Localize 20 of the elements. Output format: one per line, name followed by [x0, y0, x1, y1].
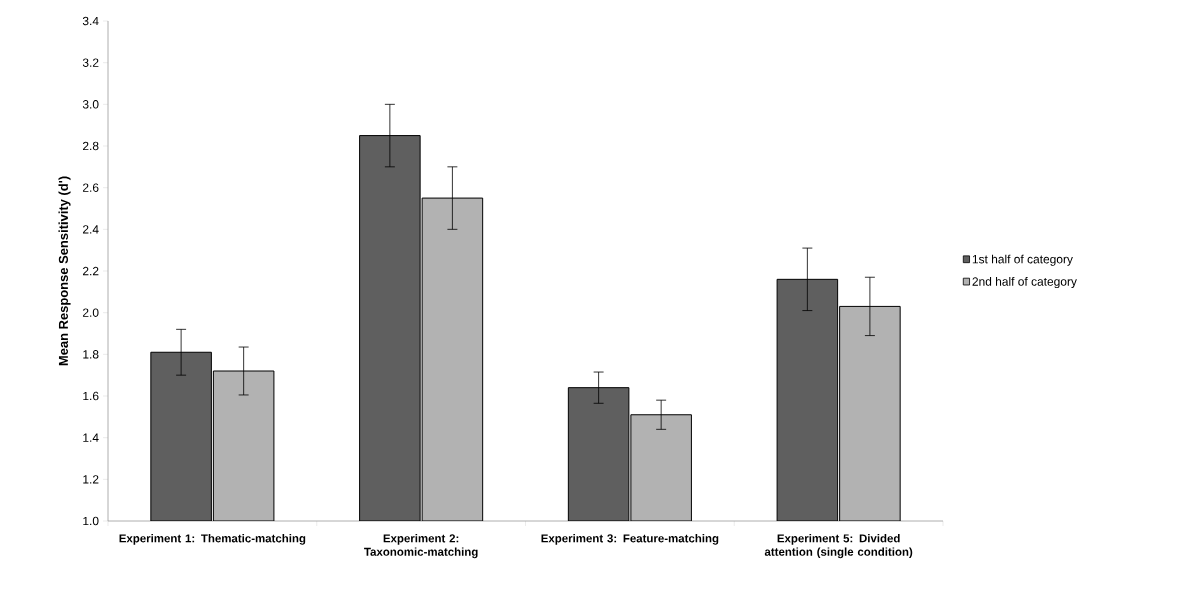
y-tick-label: 1.0	[83, 516, 99, 526]
y-axis-title: Mean Response Sensitivity (d')	[58, 176, 71, 366]
x-tick-label: Experiment 3: Feature-matching	[541, 533, 719, 545]
x-tick-label: Experiment 2: Taxonomic-matching	[364, 533, 478, 559]
y-tick-label: 1.8	[83, 350, 99, 359]
x-tick-label: Experiment 1: Thematic-matching	[119, 533, 306, 545]
y-tick-label: 1.6	[83, 391, 99, 401]
y-tick-label: 3.2	[82, 58, 99, 67]
legend-label: 1st half of category	[972, 254, 1073, 266]
y-tick-label: 3.4	[82, 16, 99, 26]
y-tick-label: 1.4	[83, 433, 99, 442]
y-tick-label: 2.8	[82, 141, 99, 151]
y-tick-label: 2.6	[82, 183, 99, 192]
x-tick-label: Experiment 5: Divided attention (single condition)	[764, 533, 913, 559]
y-tick-label: 2.2	[82, 266, 99, 276]
y-tick-label: 3.0	[82, 100, 99, 109]
y-tick-label: 1.2	[83, 475, 99, 484]
y-tick-label: 2.0	[82, 308, 99, 317]
legend-label: 2nd half of category	[972, 276, 1077, 289]
y-tick-label: 2.4	[82, 225, 99, 234]
